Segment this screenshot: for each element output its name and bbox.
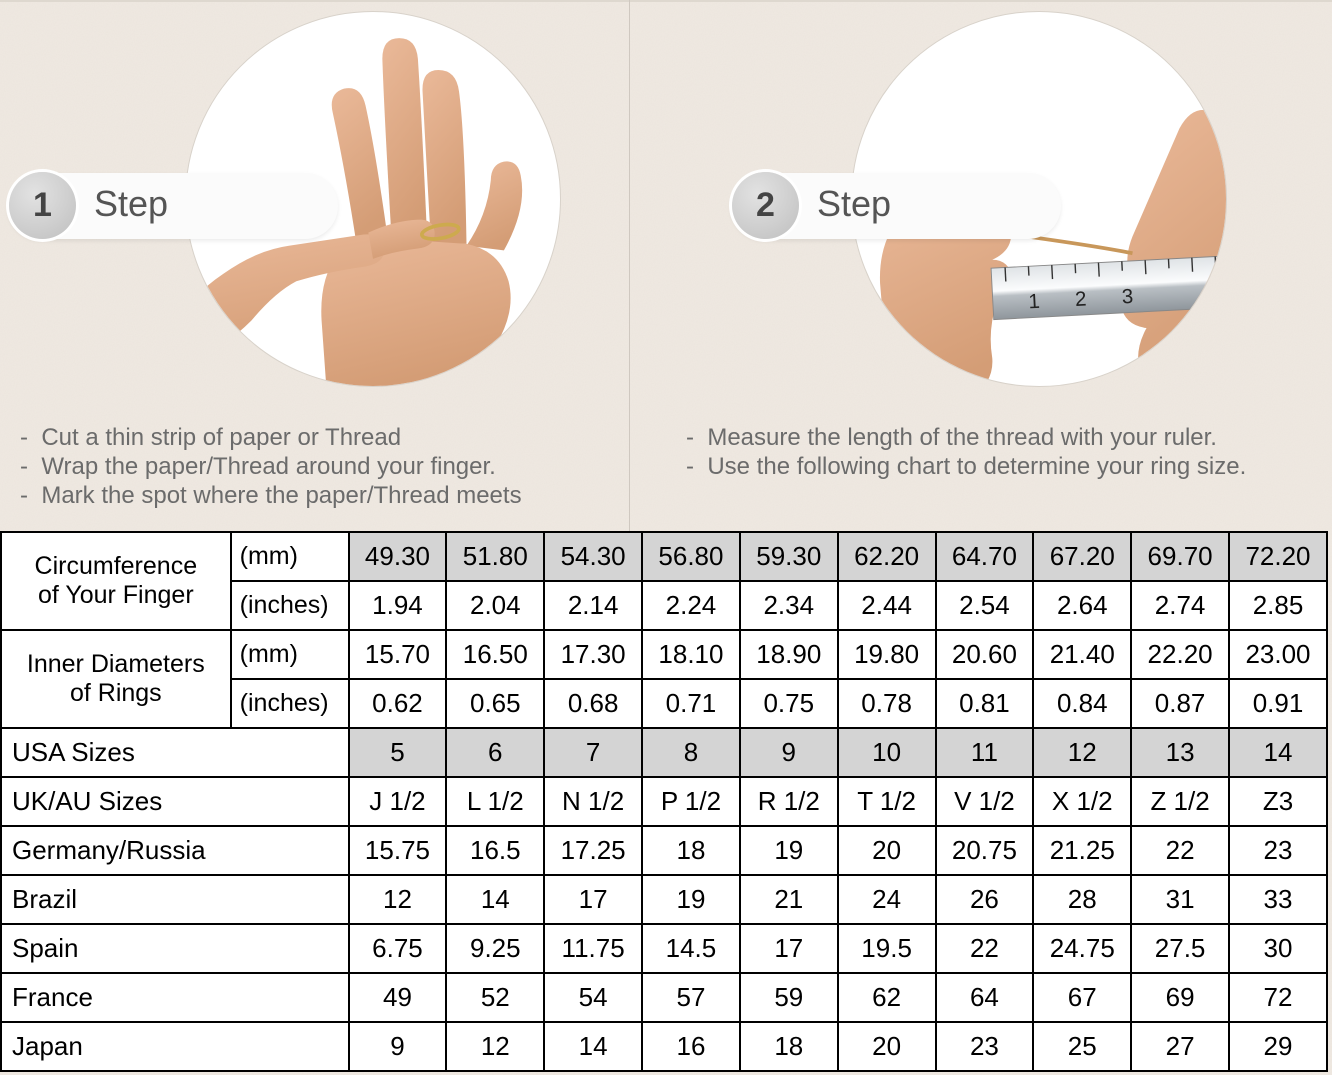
svg-text:1: 1 — [1028, 290, 1041, 314]
svg-text:3: 3 — [1121, 285, 1134, 309]
svg-text:2: 2 — [1075, 287, 1088, 311]
